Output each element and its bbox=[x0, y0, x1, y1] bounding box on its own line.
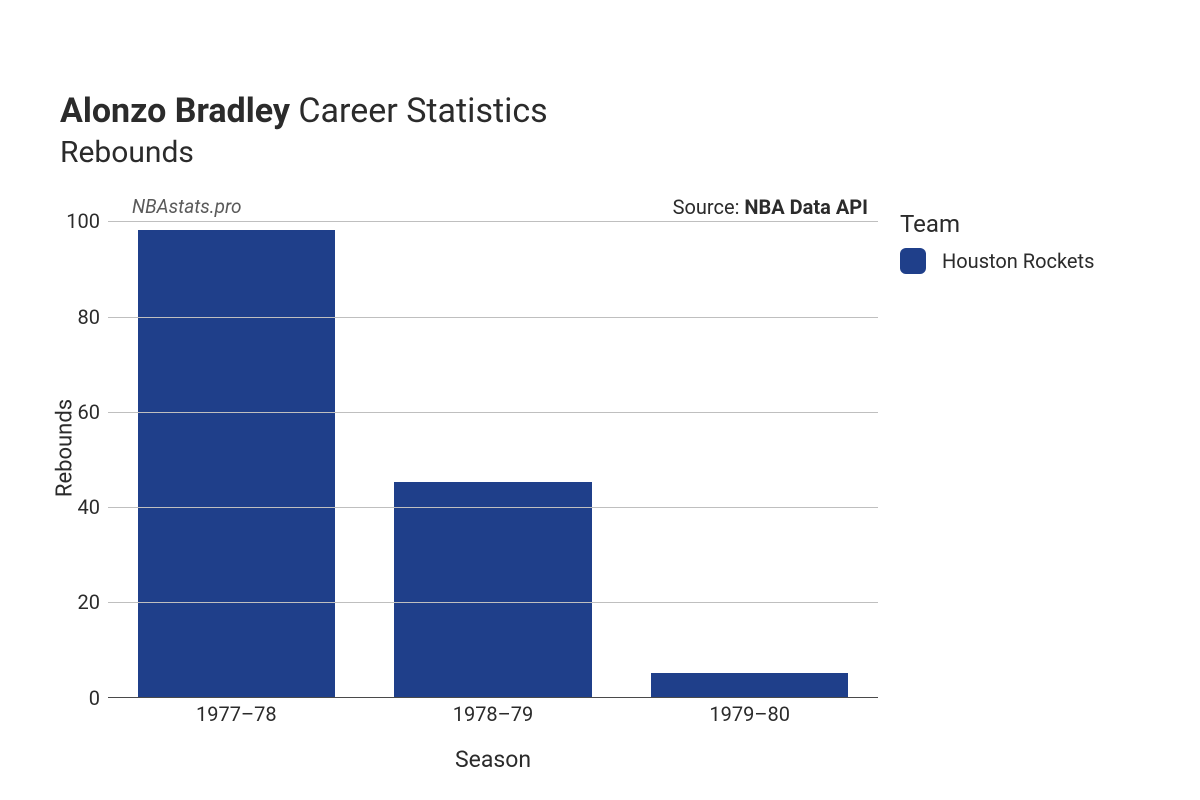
y-tick-label: 100 bbox=[66, 209, 100, 233]
y-tick-label: 20 bbox=[78, 590, 100, 614]
y-tick-label: 0 bbox=[89, 686, 100, 710]
y-tick-label: 40 bbox=[78, 495, 100, 519]
legend: Team Houston Rockets bbox=[900, 210, 1094, 274]
legend-item-label: Houston Rockets bbox=[942, 249, 1094, 273]
y-tick-label: 80 bbox=[78, 305, 100, 329]
chart-subtitle: Rebounds bbox=[60, 135, 1140, 170]
plot-region: Rebounds 020406080100 NBAstats.pro Sourc… bbox=[60, 198, 1140, 698]
title-rest: Career Statistics bbox=[290, 91, 548, 131]
gridline bbox=[108, 317, 878, 318]
gridline bbox=[108, 412, 878, 413]
bar bbox=[394, 482, 592, 696]
y-tick-label: 60 bbox=[78, 400, 100, 424]
legend-swatch bbox=[900, 248, 926, 274]
gridline bbox=[108, 507, 878, 508]
bar bbox=[651, 673, 849, 697]
x-tick-label: 1978–79 bbox=[453, 702, 534, 726]
title-bold: Alonzo Bradley bbox=[60, 91, 290, 131]
bar bbox=[138, 230, 336, 697]
legend-item: Houston Rockets bbox=[900, 248, 1094, 274]
plot-area: NBAstats.pro Source: NBA Data API bbox=[108, 198, 878, 698]
x-axis-label: Season bbox=[108, 746, 878, 773]
chart-title: Alonzo Bradley Career Statistics bbox=[60, 90, 1140, 133]
x-tick-label: 1977–78 bbox=[196, 702, 277, 726]
y-axis-ticks: 020406080100 bbox=[60, 198, 108, 698]
title-block: Alonzo Bradley Career Statistics Rebound… bbox=[60, 90, 1140, 170]
legend-title: Team bbox=[900, 210, 1094, 238]
x-tick-label: 1979–80 bbox=[709, 702, 790, 726]
chart-container: Alonzo Bradley Career Statistics Rebound… bbox=[60, 90, 1140, 698]
gridline bbox=[108, 602, 878, 603]
bars-layer bbox=[108, 198, 878, 697]
gridline bbox=[108, 221, 878, 222]
